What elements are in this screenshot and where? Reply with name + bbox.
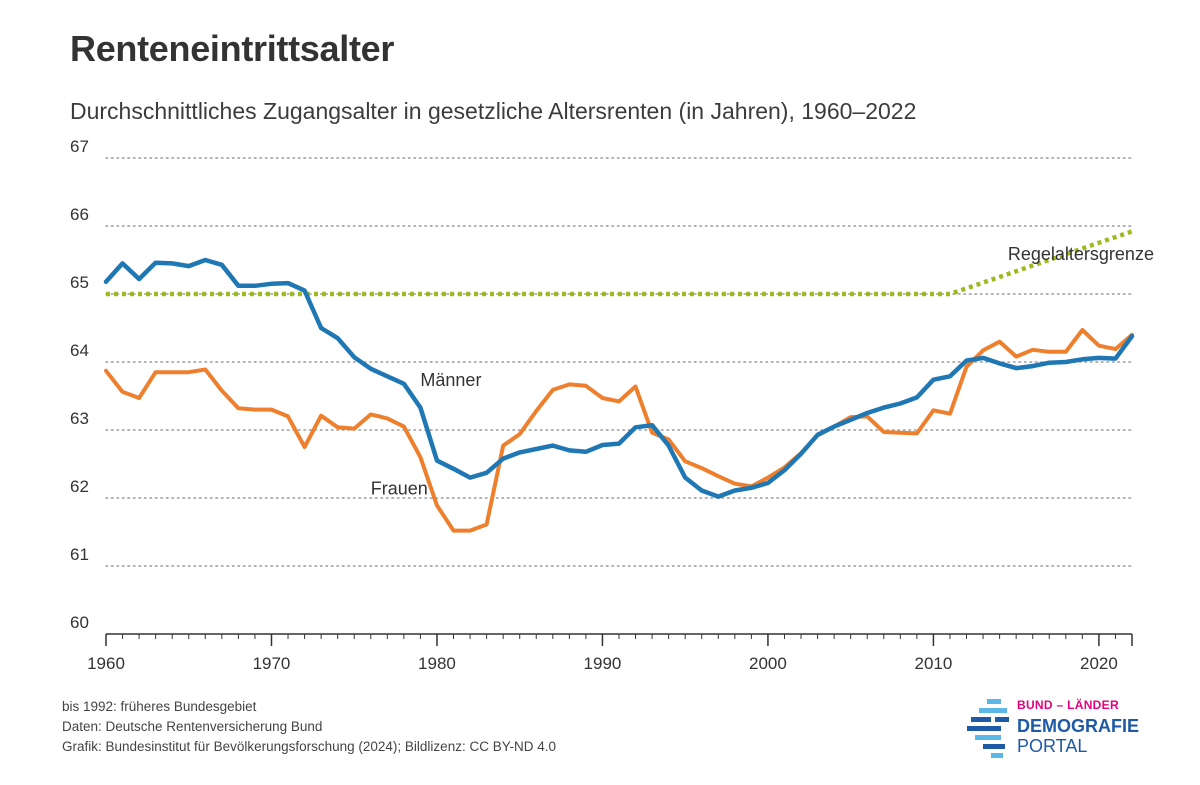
x-tick-label-1980: 1980 — [418, 654, 456, 673]
logo-line-3: PORTAL — [1017, 736, 1088, 756]
y-tick-label-66: 66 — [70, 205, 89, 224]
x-tick-label-2010: 2010 — [915, 654, 953, 673]
logo-line-2: DEMOGRAFIE — [1017, 716, 1140, 736]
y-tick-label-65: 65 — [70, 273, 89, 292]
annotation-frauen: Frauen — [371, 479, 428, 499]
chart-series — [103, 229, 1135, 533]
y-tick-label-67: 67 — [70, 137, 89, 156]
chart-annotations: Männer Frauen Regelaltersgrenze — [371, 244, 1154, 499]
demografie-portal-logo: BUND – LÄNDER DEMOGRAFIE PORTAL — [965, 693, 1155, 763]
footer-note-credit: Grafik: Bundesinstitut für Bevölkerungsf… — [62, 739, 556, 754]
x-tick-label-1970: 1970 — [253, 654, 291, 673]
footer-note-region: bis 1992: früheres Bundesgebiet — [62, 699, 257, 714]
footer-note-source: Daten: Deutsche Rentenversicherung Bund — [62, 719, 323, 734]
logo-mark-icon — [967, 699, 1009, 758]
x-tick-label-1990: 1990 — [584, 654, 622, 673]
y-tick-label-61: 61 — [70, 545, 89, 564]
annotation-regelaltersgrenze: Regelaltersgrenze — [1008, 244, 1154, 264]
grid-lines — [105, 157, 1133, 567]
chart-title: Renteneintrittsalter — [70, 28, 395, 69]
x-axis: 1960 1970 1980 1990 2000 2010 2020 — [87, 633, 1133, 673]
footer-notes: bis 1992: früheres Bundesgebiet Daten: D… — [62, 697, 556, 757]
logo-text: BUND – LÄNDER DEMOGRAFIE PORTAL — [1017, 693, 1139, 755]
x-tick-label-2000: 2000 — [749, 654, 787, 673]
y-tick-label-60: 60 — [70, 613, 89, 632]
y-axis-tick-labels: 60 61 62 63 64 65 66 67 — [70, 137, 89, 632]
annotation-mnner: Männer — [420, 370, 481, 390]
logo-line-1: BUND – LÄNDER — [1017, 698, 1119, 712]
series-line-regelaltersgrenze — [106, 229, 1133, 297]
chart-subtitle: Durchschnittliches Zugangsalter in geset… — [70, 98, 917, 124]
y-tick-label-63: 63 — [70, 409, 89, 428]
x-tick-label-2020: 2020 — [1080, 654, 1118, 673]
y-tick-label-62: 62 — [70, 477, 89, 496]
series-line-mnner — [103, 257, 1135, 499]
x-tick-label-1960: 1960 — [87, 654, 125, 673]
series-line-frauen — [104, 328, 1134, 533]
y-tick-label-64: 64 — [70, 341, 89, 360]
